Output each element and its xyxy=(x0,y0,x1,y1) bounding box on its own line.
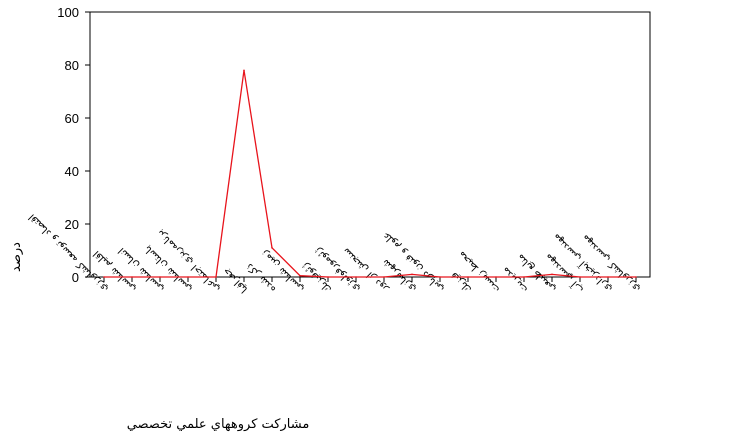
data-point xyxy=(131,276,133,278)
data-point xyxy=(495,276,497,278)
data-point xyxy=(271,247,273,249)
y-axis-title: درصد xyxy=(9,242,24,272)
data-point xyxy=(103,276,105,278)
data-point xyxy=(355,276,357,278)
data-point xyxy=(243,69,245,72)
y-tick-label: 0 xyxy=(72,270,79,285)
data-point xyxy=(551,273,553,276)
y-axis: 0 20 40 60 80 100 xyxy=(57,5,90,285)
data-point xyxy=(439,276,441,278)
data-point xyxy=(607,276,609,278)
y-tick-label: 20 xyxy=(65,217,79,232)
data-point xyxy=(327,276,329,278)
y-tick-label: 40 xyxy=(65,164,79,179)
data-point xyxy=(159,276,161,278)
plot-area xyxy=(89,11,651,278)
x-axis-title: مشاركت كروههاي علمي تخصصي xyxy=(127,417,310,432)
series-line xyxy=(104,70,636,278)
y-tick-label: 60 xyxy=(65,111,79,126)
data-point xyxy=(467,276,469,278)
data-point xyxy=(187,276,189,278)
data-point xyxy=(635,276,637,278)
data-point xyxy=(383,276,385,278)
y-tick-label: 100 xyxy=(57,5,79,20)
data-point xyxy=(523,276,525,278)
data-point xyxy=(411,273,413,276)
data-points xyxy=(103,69,637,278)
data-point xyxy=(215,276,217,278)
y-tick-label: 80 xyxy=(65,58,79,73)
data-point xyxy=(579,276,581,278)
data-point xyxy=(299,274,301,277)
